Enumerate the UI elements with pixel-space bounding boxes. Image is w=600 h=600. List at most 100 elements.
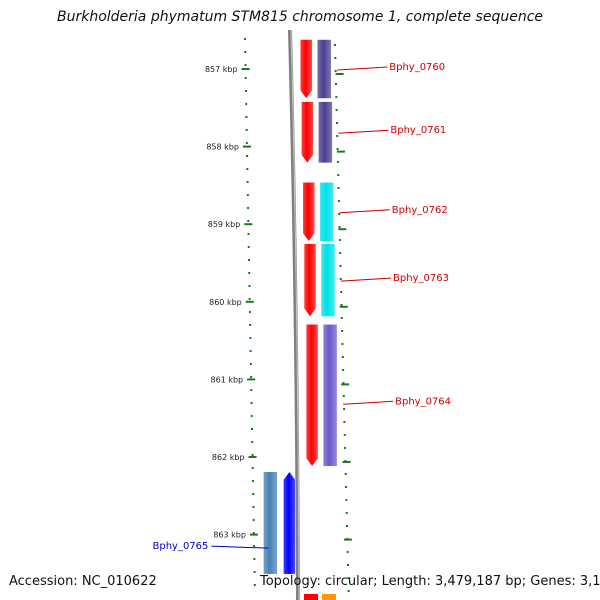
inner-tick-dot — [249, 337, 252, 339]
inner-tick-dot — [249, 350, 252, 352]
outer-tick-dot — [337, 174, 340, 176]
tick-label: 859 kbp — [208, 220, 241, 229]
gene-label: Bphy_0761 — [390, 125, 446, 136]
inner-tick-dot — [246, 168, 249, 170]
inner-tick-dot — [246, 194, 249, 196]
feature-bar-bphy_0765 — [263, 471, 278, 575]
next-cds-stub — [304, 594, 318, 600]
inner-tick-dot — [244, 38, 246, 40]
label-leader — [338, 129, 389, 134]
outer-major-tick — [343, 538, 352, 541]
outer-major-tick — [335, 73, 344, 75]
inner-tick-dot — [247, 246, 250, 248]
outer-tick-dot — [338, 239, 341, 241]
feature-bar-bphy_0764 — [322, 324, 338, 467]
outer-tick-dot — [343, 408, 346, 410]
outer-tick-dot — [336, 161, 339, 163]
outer-major-tick — [338, 228, 347, 231]
cds-arrow-bphy_0763 — [303, 243, 317, 317]
outer-major-tick — [342, 461, 351, 463]
outer-tick-dot — [340, 291, 343, 293]
inner-tick-dot — [246, 155, 249, 157]
backbone-highlight — [290, 29, 300, 600]
inner-tick-dot — [245, 116, 248, 118]
outer-tick-dot — [339, 252, 342, 254]
cds-arrow-bphy_0765 — [283, 471, 296, 575]
major-tick — [244, 223, 253, 226]
tick-label: 857 kbp — [205, 65, 238, 74]
cds-arrow-bphy_0760 — [299, 39, 313, 99]
inner-tick-dot — [249, 363, 252, 365]
inner-tick-dot — [253, 545, 256, 547]
outer-tick-dot — [337, 200, 340, 202]
map-title: Burkholderia phymatum STM815 chromosome … — [56, 9, 543, 25]
inner-tick-dot — [244, 90, 247, 92]
outer-tick-dot — [334, 44, 336, 46]
outer-tick-dot — [344, 473, 347, 475]
outer-tick-dot — [336, 148, 339, 150]
inner-tick-dot — [250, 415, 253, 417]
cds-arrow-bphy_0764 — [305, 324, 319, 467]
inner-tick-dot — [247, 220, 250, 222]
outer-tick-dot — [342, 382, 345, 384]
outer-tick-dot — [339, 265, 342, 267]
inner-tick-dot — [244, 64, 247, 66]
outer-tick-dot — [347, 577, 350, 579]
inner-tick-dot — [252, 519, 255, 521]
outer-tick-dot — [338, 226, 341, 228]
gene-label: Bphy_0764 — [395, 396, 451, 407]
feature-bar-bphy_0762 — [319, 182, 335, 242]
inner-tick-dot — [251, 428, 254, 430]
label-leader — [343, 400, 394, 405]
tick-label: 862 kbp — [212, 453, 245, 462]
inner-tick-dot — [251, 441, 254, 443]
inner-tick-dot — [250, 402, 253, 404]
gene-label: Bphy_0762 — [392, 205, 448, 216]
backbone-arc — [288, 29, 300, 600]
label-leader — [211, 545, 269, 549]
inner-tick-dot — [248, 285, 251, 287]
major-tick — [242, 145, 251, 148]
outer-major-tick — [336, 150, 345, 153]
inner-tick-dot — [248, 298, 251, 300]
major-tick — [249, 533, 258, 536]
outer-tick-dot — [344, 447, 347, 449]
inner-tick-dot — [253, 571, 256, 573]
tick-label: 863 kbp — [213, 531, 246, 540]
inner-tick-dot — [244, 51, 247, 53]
outer-tick-dot — [343, 421, 346, 423]
outer-tick-dot — [347, 564, 349, 566]
inner-tick-dot — [252, 506, 255, 508]
major-tick — [245, 300, 254, 303]
label-leader — [339, 209, 390, 214]
major-tick — [248, 456, 257, 458]
cds-arrow-bphy_0761 — [301, 101, 314, 164]
outer-tick-dot — [334, 70, 337, 72]
outer-tick-dot — [338, 213, 341, 215]
outer-tick-dot — [345, 486, 348, 488]
inner-tick-dot — [251, 467, 254, 469]
tick-label: 860 kbp — [209, 298, 242, 307]
outer-tick-dot — [341, 343, 344, 345]
outer-major-tick — [339, 305, 348, 308]
inner-tick-dot — [251, 454, 254, 456]
inner-tick-dot — [245, 142, 248, 144]
inner-tick-dot — [253, 584, 256, 586]
outer-tick-dot — [347, 590, 350, 592]
major-tick — [241, 68, 250, 70]
outer-tick-dot — [345, 499, 348, 501]
outer-tick-dot — [334, 83, 337, 85]
inner-tick-dot — [246, 181, 249, 183]
outer-tick-dot — [340, 304, 343, 306]
outer-tick-dot — [335, 109, 338, 111]
outer-tick-dot — [336, 135, 339, 137]
outer-tick-dot — [346, 525, 349, 527]
inner-tick-dot — [244, 77, 247, 79]
tick-label: 861 kbp — [211, 375, 244, 384]
outer-tick-dot — [335, 122, 338, 124]
inner-tick-dot — [248, 272, 251, 274]
inner-tick-dot — [245, 103, 248, 105]
outer-tick-dot — [340, 317, 343, 319]
outer-tick-dot — [337, 187, 340, 189]
outer-tick-dot — [341, 356, 344, 358]
